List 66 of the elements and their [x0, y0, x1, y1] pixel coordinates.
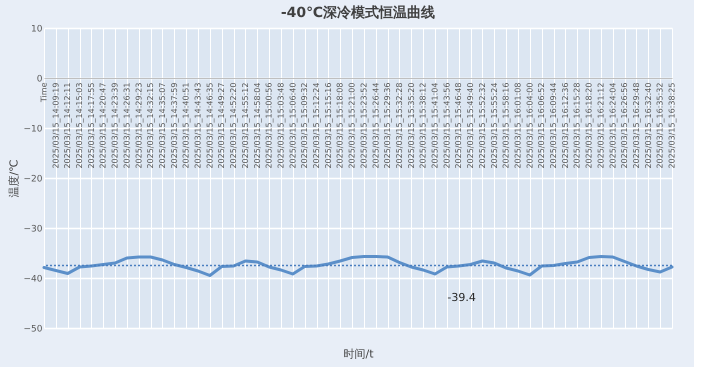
x-tick-label: 2025/03/15_15:21:00 [348, 82, 357, 169]
x-tick-label: 2025/03/15_15:32:28 [394, 82, 404, 169]
x-tick-label: 2025/03/15_16:12:36 [560, 82, 570, 169]
x-tick-label: 2025/03/15_14:55:12 [240, 82, 250, 169]
x-tick-label: 2025/03/15_16:32:40 [644, 82, 653, 169]
annotation: -39.4 [447, 291, 476, 304]
x-tick-label: 2025/03/15_16:38:25 [668, 82, 676, 169]
x-tick-label: 2025/03/15_14:12:11 [63, 82, 72, 169]
y-tick-label: 0 [36, 74, 43, 84]
x-axis-title: 时间/t [343, 348, 374, 360]
x-tick-label: 2025/03/15_15:46:48 [454, 82, 464, 169]
x-tick-label: 2025/03/15_15:29:36 [383, 82, 392, 169]
x-tick-label: 2025/03/15_15:06:40 [288, 82, 298, 169]
x-tick-label: 2025/03/15_16:04:00 [525, 82, 534, 169]
x-tick-label: 2025/03/15_14:46:35 [205, 82, 214, 169]
x-tick-label: 2025/03/15_14:20:47 [98, 82, 108, 169]
x-tick-label: 2025/03/15_14:15:03 [75, 82, 84, 169]
chart-title: -40℃深冷模式恒温曲线 [280, 5, 436, 21]
x-tick-label: 2025/03/15_16:15:28 [572, 82, 582, 169]
x-tick-label: 2025/03/15_14:58:04 [252, 82, 262, 169]
x-tick-label: 2025/03/15_14:17:55 [86, 82, 96, 169]
x-tick-label: 2025/03/15_15:03:48 [276, 82, 286, 169]
x-tick-label: 2025/03/15_15:15:16 [324, 82, 333, 169]
x-tick-label: 2025/03/15_15:12:24 [312, 82, 322, 169]
x-tick-label: 2025/03/15_15:35:20 [406, 82, 416, 169]
x-tick-label: 2025/03/15_15:52:32 [478, 82, 487, 169]
x-tick-label: 2025/03/15_14:29:23 [134, 82, 144, 169]
x-tick-label: 2025/03/15_16:06:52 [537, 82, 546, 169]
x-tick-label: 2025/03/15_14:09:19 [51, 82, 60, 169]
x-tick-label: 2025/03/15_15:23:52 [359, 82, 368, 169]
y-tick-label: −40 [24, 274, 43, 284]
x-tick-label: 2025/03/15_16:01:08 [513, 82, 522, 169]
y-tick-label: −50 [24, 324, 43, 334]
x-tick-label: 2025/03/15_14:52:20 [229, 82, 238, 169]
x-tick-label: 2025/03/15_14:23:39 [110, 82, 120, 169]
x-tick-label: 2025/03/15_14:32:15 [146, 82, 156, 169]
x-tick-label: 2025/03/15_16:18:20 [584, 82, 594, 169]
x-tick-label: 2025/03/15_14:37:59 [170, 82, 179, 169]
x-tick-label: 2025/03/15_15:55:24 [490, 82, 499, 169]
x-tick-label: 2025/03/15_14:35:07 [158, 82, 167, 169]
x-tick-label: 2025/03/15_16:09:44 [549, 82, 558, 169]
x-tick-label: 2025/03/15_14:49:27 [217, 82, 226, 169]
x-tick-label: 2025/03/15_16:21:12 [596, 82, 606, 169]
y-tick-label: 10 [31, 24, 43, 34]
x-tick-label: 2025/03/15_15:18:08 [336, 82, 345, 169]
x-tick-label: 2025/03/15_16:26:56 [620, 82, 630, 169]
x-tick-label: 2025/03/15_16:24:04 [608, 82, 618, 169]
x-tick-label: 2025/03/15_16:35:32 [656, 82, 665, 169]
x-tick-label: 2025/03/15_15:49:40 [466, 82, 476, 169]
x-tick-label: 2025/03/15_15:09:32 [300, 82, 310, 169]
x-tick-label: Time [40, 82, 48, 104]
x-tick-label: 2025/03/15_15:41:04 [430, 82, 440, 169]
x-tick-label: 2025/03/15_14:40:51 [182, 82, 191, 169]
x-tick-label: 2025/03/15_15:58:16 [502, 82, 511, 169]
y-axis-title: 温度/℃ [8, 159, 21, 198]
y-tick-label: −10 [24, 124, 43, 134]
x-tick-label: 2025/03/15_16:29:48 [632, 82, 641, 169]
line-series [42, 255, 674, 277]
x-tick-label: 2025/03/15_14:26:31 [122, 82, 132, 169]
x-tick-label: 2025/03/15_15:26:44 [371, 82, 380, 169]
y-tick-label: −30 [24, 224, 43, 234]
x-tick-label: 2025/03/15_14:43:43 [194, 82, 203, 169]
x-tick-label: 2025/03/15_15:00:56 [264, 82, 274, 169]
y-tick-label: −20 [24, 174, 43, 184]
x-tick-label: 2025/03/15_15:43:56 [442, 82, 452, 169]
x-tick-label: 2025/03/15_15:38:12 [418, 82, 428, 169]
